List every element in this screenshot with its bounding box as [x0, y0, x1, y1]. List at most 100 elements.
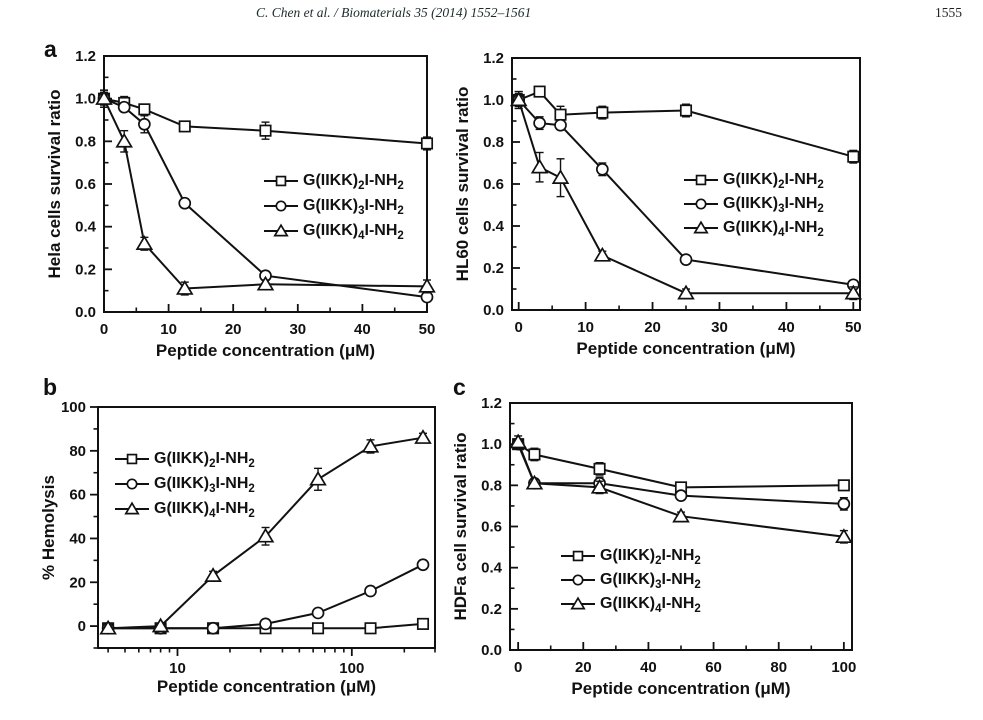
hl60-square-marker [596, 106, 609, 119]
legend-label-part: 2 [778, 179, 785, 192]
legend-label: G(IIKK)4I-NH2 [600, 595, 701, 616]
y-tick-label: 0.2 [75, 261, 96, 278]
y-tick-label: 0.4 [75, 219, 97, 236]
legend-label-part: G(IIKK) [723, 195, 779, 212]
hemolysis-triangle-marker [99, 619, 117, 635]
hela-y-axis-title: Hela cells survival ratio [45, 90, 64, 279]
y-tick-label: 100 [61, 399, 86, 416]
legend-label-part: I-NH [215, 449, 249, 467]
hl60-circle-marker [679, 253, 693, 266]
hdfa-triangle-marker [672, 507, 690, 523]
hela-triangle-marker [115, 132, 133, 148]
x-tick-label: 30 [711, 319, 728, 336]
hdfa-triangle-marker [835, 528, 853, 544]
series-line [103, 98, 428, 290]
square-legend-marker [695, 174, 707, 186]
y-tick-label: 0.6 [75, 176, 96, 193]
hela-triangle-marker [135, 235, 154, 250]
hl60-series-triangle [509, 90, 863, 301]
hela-series-triangle [95, 89, 436, 296]
legend-label-part: 2 [694, 603, 701, 616]
hemolysis-circle-marker [206, 621, 220, 635]
legend-label-part: I-NH [661, 595, 695, 612]
running-head: C. Chen et al. / Biomaterials 35 (2014) … [0, 5, 983, 25]
hl60-square-marker [533, 85, 546, 98]
x-tick-label: 80 [770, 659, 787, 676]
hl60-circle-marker [533, 116, 546, 130]
legend-label-part: 2 [817, 179, 824, 192]
y-tick-label: 0.2 [481, 601, 502, 618]
hemolysis-series-circle [101, 558, 430, 635]
legend-item: G(IIKK)3I-NH2 [114, 471, 255, 496]
hl60-x-axis: 0 10 20 30 40 50 [515, 302, 862, 336]
hela-circle-marker [138, 117, 151, 131]
legend-label: G(IIKK)2I-NH2 [303, 171, 404, 192]
y-tick-label: 60 [69, 487, 86, 504]
x-tick-label: 40 [778, 319, 795, 336]
hl60-y-axis: 0.0 0.2 0.4 0.6 0.8 1.0 1.2 [483, 50, 520, 319]
square-legend-symbol-icon [115, 453, 149, 464]
legend-item: G(IIKK)3I-NH2 [683, 192, 824, 216]
y-tick-label: 0.0 [483, 302, 504, 319]
y-tick-label: 1.2 [481, 395, 502, 412]
y-tick-label: 0.8 [75, 133, 96, 150]
legend-label-part: G(IIKK) [303, 171, 359, 189]
hemolysis-triangle-marker [256, 527, 275, 543]
hemolysis-triangle-marker [414, 429, 432, 444]
legend-item: G(IIKK)4I-NH2 [263, 218, 404, 243]
hdfa-series-circle [511, 437, 851, 511]
legend-item: G(IIKK)2I-NH2 [683, 168, 824, 192]
legend-label-part: 2 [694, 555, 701, 568]
hemolysis-x-axis-title: Peptide concentration (μM) [157, 677, 376, 696]
circle-legend-marker [275, 199, 287, 212]
legend-label-part: 3 [655, 579, 662, 592]
hdfa-series-triangle [509, 433, 853, 544]
triangle-legend-marker [693, 220, 709, 234]
x-tick-label: 0 [514, 659, 522, 676]
legend-label-part: 2 [655, 555, 662, 568]
hemolysis-circle-marker [259, 617, 272, 631]
square-legend-symbol-icon [561, 550, 595, 562]
legend-label: G(IIKK)3I-NH2 [154, 474, 255, 495]
y-tick-label: 0.8 [483, 134, 504, 151]
hemolysis-triangle-marker [204, 567, 222, 582]
hl60-triangle-marker [509, 91, 528, 107]
triangle-legend-marker [273, 222, 289, 236]
legend-label-part: G(IIKK) [303, 221, 359, 239]
x-tick-label: 50 [845, 319, 862, 336]
x-tick-label: 20 [644, 319, 661, 336]
square-legend-marker [275, 175, 287, 186]
hl60-triangle-marker [677, 284, 695, 300]
hl60-y-axis-title: HL60 cells survival ratio [453, 87, 472, 282]
y-tick-label: 1.2 [75, 48, 96, 65]
x-tick-label: 100 [339, 660, 364, 677]
hdfa-y-axis-title: HDFa cell survival ratio [451, 432, 470, 620]
hdfa-triangle-marker [590, 478, 609, 494]
hemolysis-triangle-marker [361, 437, 380, 453]
legend-label: G(IIKK)2I-NH2 [154, 449, 255, 470]
y-tick-label: 1.2 [483, 50, 504, 67]
y-tick-label: 0.6 [481, 519, 502, 536]
hemolysis-y-axis-title: % Hemolysis [39, 475, 58, 580]
y-tick-label: 20 [69, 574, 86, 591]
legend-label-part: G(IIKK) [154, 474, 210, 492]
legend-label-part: I-NH [661, 571, 695, 588]
legend-item: G(IIKK)4I-NH2 [114, 496, 255, 521]
legend-label-part: I-NH [784, 195, 818, 212]
legend-label-part: I-NH [364, 171, 398, 189]
legend-label-part: 3 [358, 204, 365, 217]
x-tick-label: 30 [289, 321, 306, 338]
hela-x-axis: 0 10 20 30 40 50 [100, 304, 435, 338]
y-tick-label: 0.0 [75, 304, 96, 321]
x-tick-label: 100 [831, 659, 856, 676]
panel-letter-b: b [43, 374, 58, 400]
y-tick-label: 0 [78, 618, 86, 635]
hela-square-marker [138, 103, 151, 116]
x-tick-label: 20 [225, 321, 242, 338]
legend-label-part: 2 [397, 229, 404, 242]
triangle-legend-symbol-icon [561, 596, 595, 610]
legend-label-part: 4 [209, 507, 216, 520]
triangle-legend-symbol-icon [684, 220, 718, 234]
series-line [518, 90, 854, 158]
